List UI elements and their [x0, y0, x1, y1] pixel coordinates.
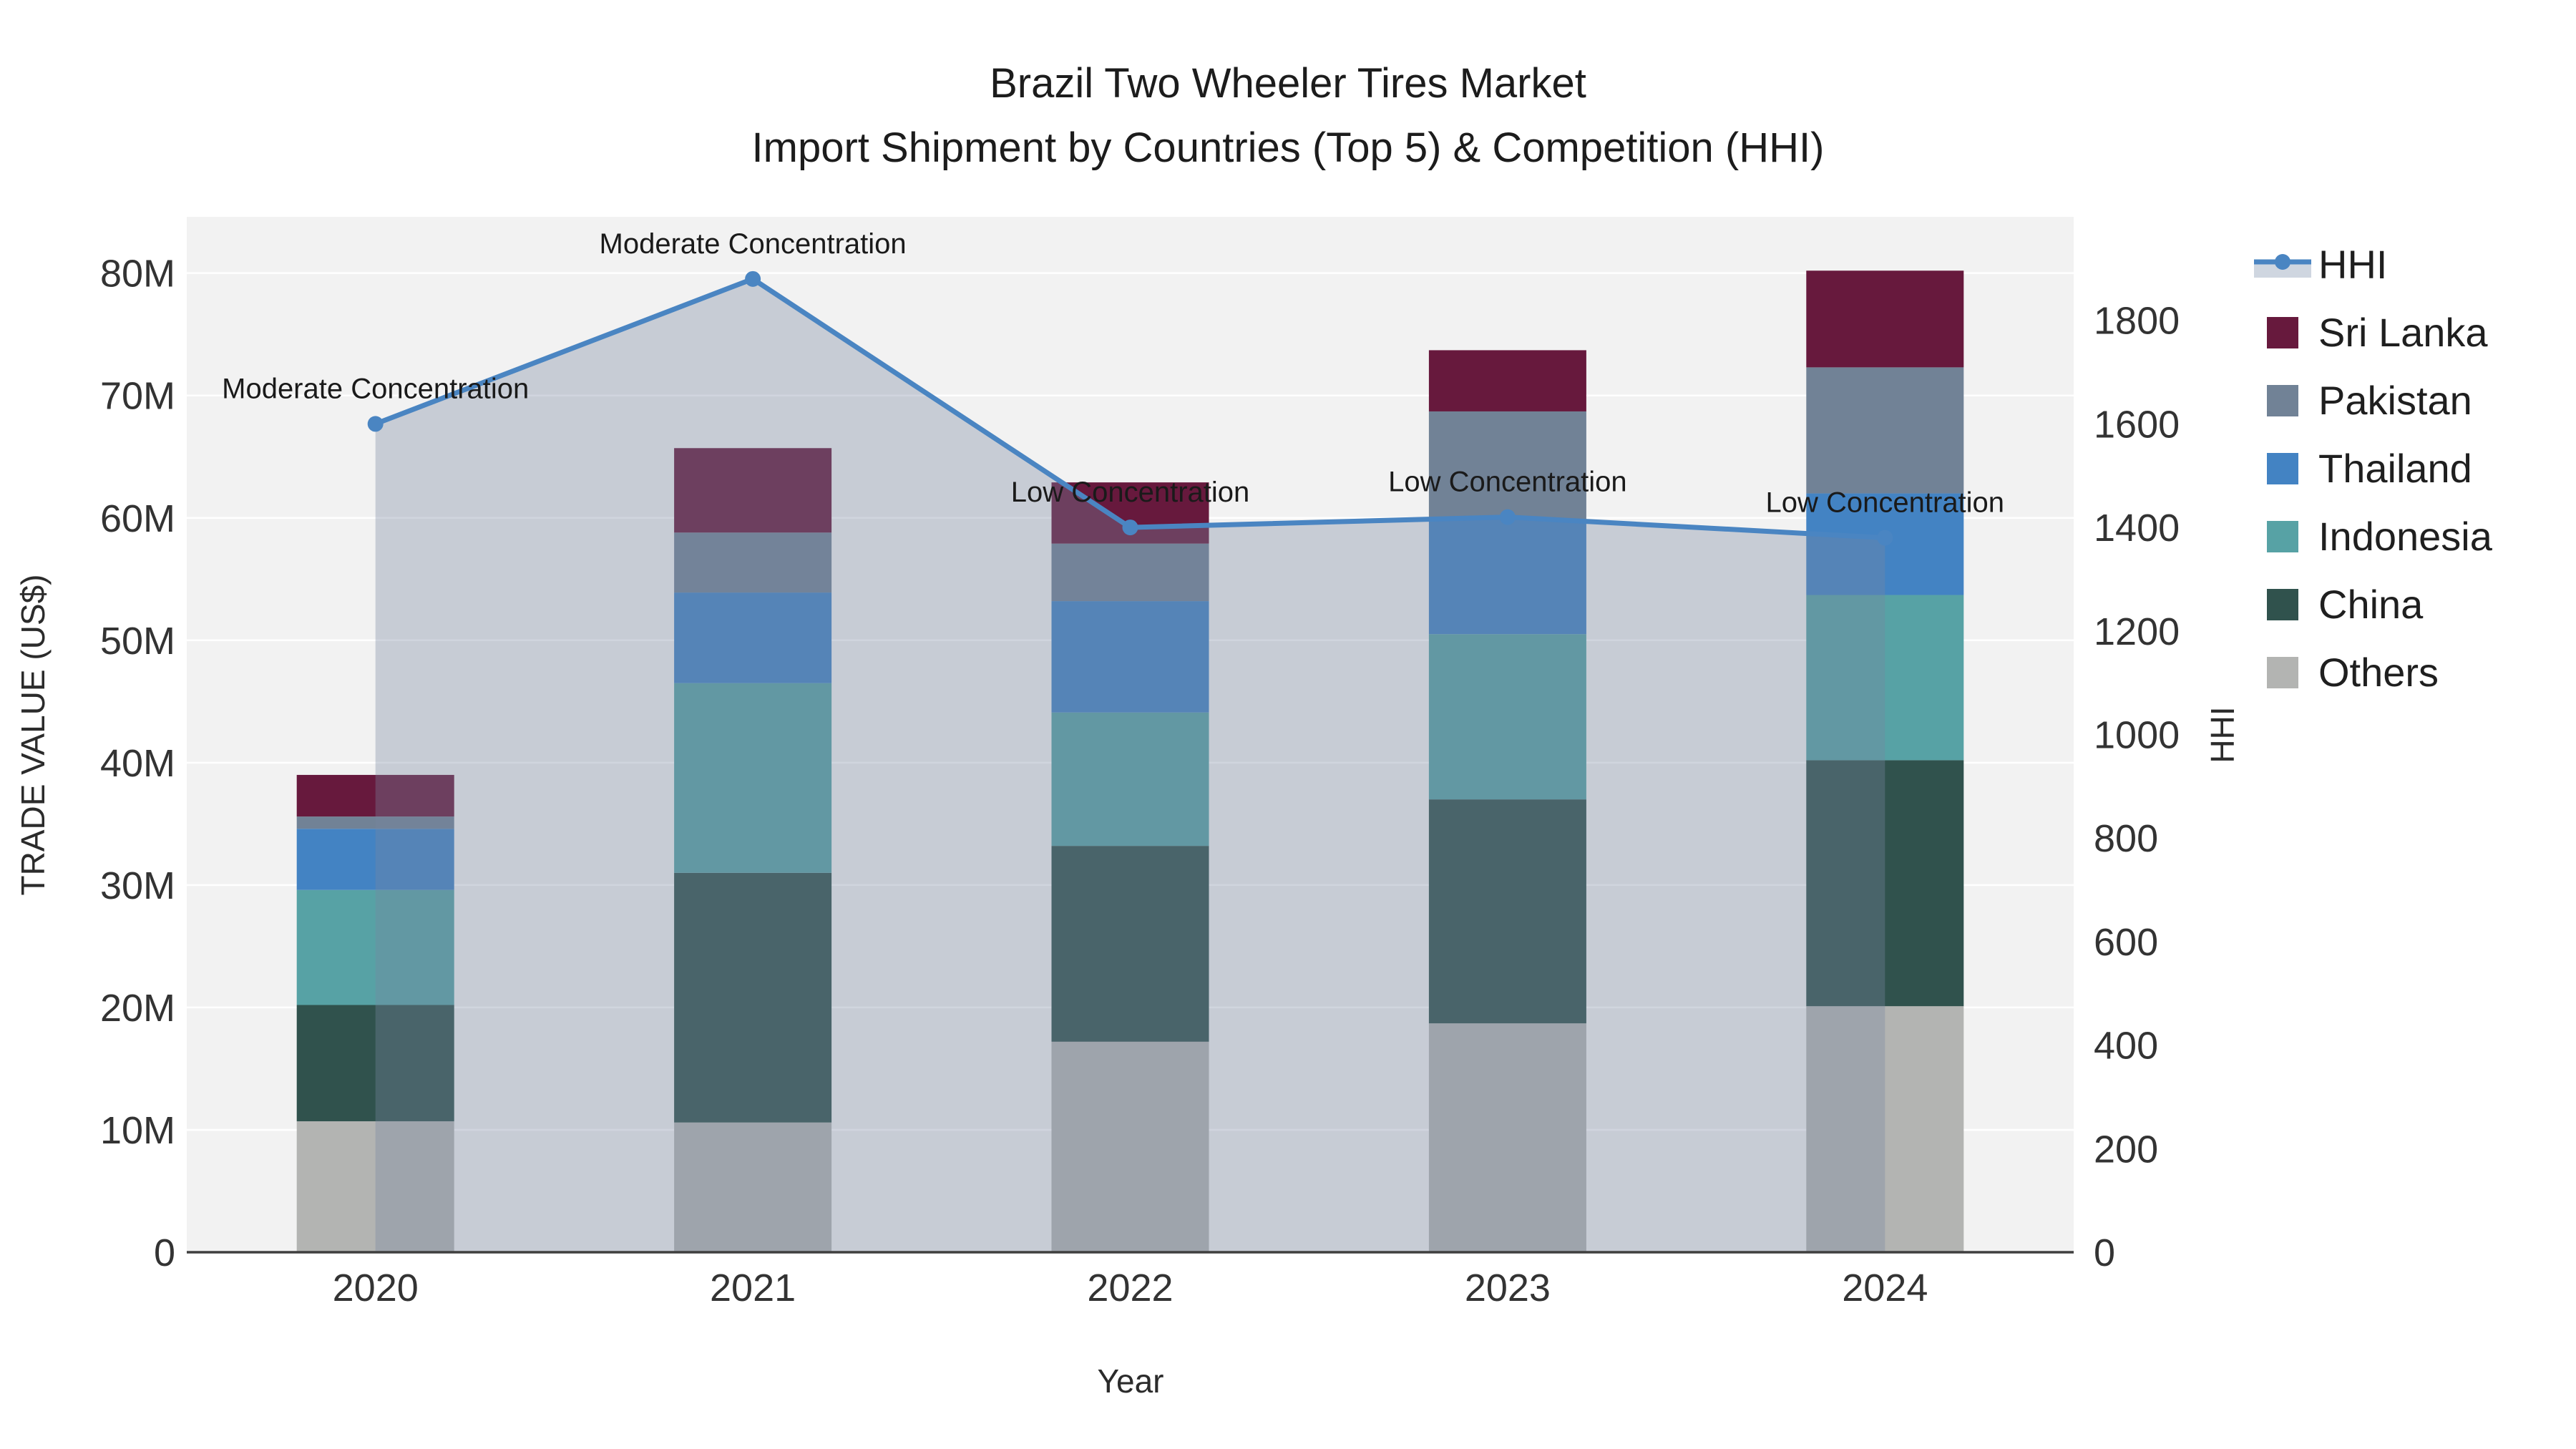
y-right-tick-label: 0 [2094, 1231, 2115, 1274]
x-tick-label-2021: 2021 [710, 1267, 796, 1309]
chart-title: Brazil Two Wheeler Tires Market Import S… [0, 52, 2576, 180]
color-swatch-icon [2254, 588, 2311, 620]
bar-segment-china-2022[interactable] [1051, 846, 1209, 1042]
y-left-tick-label: 70M [100, 375, 175, 418]
legend-item-thailand[interactable]: Thailand [2254, 434, 2492, 502]
bar-segment-sri-lanka-2023[interactable] [1428, 350, 1586, 411]
bar-segment-china-2024[interactable] [1806, 760, 1964, 1007]
y-left-tick-label: 40M [100, 742, 175, 785]
annotation-2024: Low Concentration [1766, 487, 2005, 519]
bar-segment-others-2020[interactable] [296, 1121, 454, 1252]
y-left-tick-label: 20M [100, 987, 175, 1030]
bar-segment-sri-lanka-2021[interactable] [674, 448, 832, 533]
x-tick-label-2022: 2022 [1087, 1267, 1173, 1309]
y-right-tick-label: 600 [2094, 921, 2158, 964]
x-tick-label-2024: 2024 [1842, 1267, 1928, 1309]
annotation-2020: Moderate Concentration [222, 373, 529, 404]
bar-segment-thailand-2020[interactable] [296, 829, 454, 890]
bar-segment-indonesia-2024[interactable] [1806, 595, 1964, 761]
hhi-marker-2021[interactable] [745, 270, 761, 287]
y-axis-title-right: HHI [2204, 706, 2241, 763]
hhi-line-swatch-icon [2254, 248, 2311, 282]
y-right-tick-label: 400 [2094, 1025, 2158, 1068]
bar-segment-pakistan-2021[interactable] [674, 532, 832, 593]
legend-item-pakistan[interactable]: Pakistan [2254, 366, 2492, 434]
y-right-tick-label: 1800 [2094, 300, 2180, 343]
bar-segment-pakistan-2022[interactable] [1051, 543, 1209, 602]
bar-segment-others-2022[interactable] [1051, 1041, 1209, 1252]
y-left-tick-label: 0 [154, 1231, 175, 1274]
annotation-2022: Low Concentration [1011, 477, 1250, 508]
legend-item-china[interactable]: China [2254, 570, 2492, 638]
color-swatch-icon [2254, 316, 2311, 348]
bar-segment-indonesia-2023[interactable] [1428, 634, 1586, 800]
legend-label: China [2318, 582, 2424, 627]
bar-segment-thailand-2022[interactable] [1051, 601, 1209, 713]
x-tick-label-2023: 2023 [1465, 1267, 1551, 1309]
bar-segment-thailand-2021[interactable] [674, 592, 832, 683]
legend-item-others[interactable]: Others [2254, 638, 2492, 706]
bar-segment-pakistan-2024[interactable] [1806, 367, 1964, 494]
hhi-marker-2020[interactable] [367, 416, 384, 432]
bar-segment-indonesia-2020[interactable] [296, 889, 454, 1005]
bar-segment-indonesia-2021[interactable] [674, 683, 832, 873]
chart-title-line1: Brazil Two Wheeler Tires Market [990, 60, 1586, 107]
color-swatch-icon [2254, 656, 2311, 688]
y-left-tick-label: 80M [100, 253, 175, 296]
legend-label: Indonesia [2318, 514, 2492, 559]
y-left-tick-label: 10M [100, 1109, 175, 1152]
bar-segment-indonesia-2022[interactable] [1051, 712, 1209, 847]
bar-segment-others-2023[interactable] [1428, 1023, 1586, 1252]
legend-label: Sri Lanka [2318, 310, 2488, 355]
bar-segment-thailand-2023[interactable] [1428, 519, 1586, 635]
y-axis-title-left: TRADE VALUE (US$) [14, 574, 52, 896]
annotation-2023: Low Concentration [1388, 467, 1627, 498]
bar-segment-pakistan-2020[interactable] [296, 816, 454, 829]
hhi-marker-2024[interactable] [1877, 530, 1893, 546]
bar-segment-china-2021[interactable] [674, 872, 832, 1123]
y-left-tick-label: 30M [100, 864, 175, 907]
color-swatch-icon [2254, 452, 2311, 484]
legend-item-sri-lanka[interactable]: Sri Lanka [2254, 298, 2492, 366]
legend-label: Pakistan [2318, 378, 2472, 423]
y-right-tick-label: 200 [2094, 1128, 2158, 1171]
bar-segment-others-2024[interactable] [1806, 1006, 1964, 1252]
x-axis-title: Year [1097, 1362, 1164, 1400]
y-left-tick-label: 60M [100, 497, 175, 540]
y-right-tick-label: 800 [2094, 817, 2158, 860]
hhi-marker-2023[interactable] [1499, 509, 1516, 525]
bar-segment-sri-lanka-2020[interactable] [296, 774, 454, 817]
bar-segment-others-2021[interactable] [674, 1122, 832, 1252]
y-left-tick-label: 50M [100, 620, 175, 663]
hhi-marker-2022[interactable] [1122, 519, 1138, 536]
bar-segment-sri-lanka-2024[interactable] [1806, 270, 1964, 368]
bar-segment-china-2023[interactable] [1428, 799, 1586, 1024]
y-right-tick-label: 1200 [2094, 610, 2180, 653]
y-right-tick-label: 1600 [2094, 403, 2180, 446]
bar-segment-pakistan-2023[interactable] [1428, 411, 1586, 519]
legend-item-indonesia[interactable]: Indonesia [2254, 502, 2492, 570]
chart-title-line2: Import Shipment by Countries (Top 5) & C… [751, 124, 1825, 171]
legend-item-hhi[interactable]: HHI [2254, 230, 2492, 298]
annotation-2021: Moderate Concentration [600, 228, 907, 260]
bar-segment-china-2020[interactable] [296, 1005, 454, 1121]
legend-label: Others [2318, 650, 2439, 695]
color-swatch-icon [2254, 384, 2311, 416]
color-swatch-icon [2254, 520, 2311, 552]
x-tick-label-2020: 2020 [333, 1267, 419, 1309]
y-right-tick-label: 1000 [2094, 714, 2180, 757]
legend-label: HHI [2318, 242, 2388, 287]
y-right-tick-label: 1400 [2094, 507, 2180, 550]
legend-label: Thailand [2318, 446, 2472, 491]
legend: HHI Sri Lanka Pakistan Thailand Indonesia Chi… [2254, 230, 2492, 706]
